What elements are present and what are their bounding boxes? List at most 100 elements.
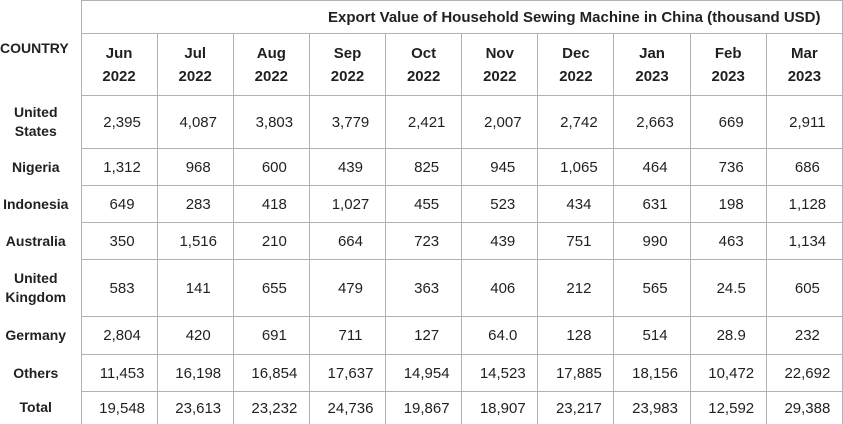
- data-cell: 968: [156, 148, 234, 186]
- data-cell: 691: [232, 316, 310, 355]
- data-cell: 19,548: [80, 391, 158, 424]
- data-cell: 210: [232, 222, 310, 260]
- month-name: Dec: [562, 44, 590, 62]
- data-cell: 406: [461, 259, 539, 317]
- data-cell: 464: [613, 148, 691, 186]
- data-cell: 686: [765, 148, 843, 186]
- data-cell: 3,779: [308, 95, 387, 149]
- data-cell: 11,453: [80, 354, 158, 392]
- month-header-mar-2023: Mar 2023: [765, 33, 843, 96]
- data-cell: 16,198: [156, 354, 234, 392]
- row-label: United Kingdom: [5, 270, 67, 305]
- month-header-jan-2023: Jan 2023: [613, 33, 691, 96]
- data-cell: 283: [156, 185, 234, 223]
- month-name: Mar: [791, 44, 818, 62]
- data-cell: 23,232: [232, 391, 310, 424]
- data-cell: 565: [613, 259, 691, 317]
- data-cell: 723: [385, 222, 463, 260]
- data-cell: 2,742: [537, 95, 615, 149]
- data-cell: 14,523: [461, 354, 539, 392]
- data-cell: 24.5: [689, 259, 767, 317]
- table-row-nigeria: Nigeria 1,312 968 600 439 825 945 1,065 464 736 68…: [0, 148, 843, 186]
- data-cell: 23,217: [537, 391, 615, 424]
- month-year: 2023: [787, 67, 822, 85]
- data-cell: 455: [385, 185, 463, 223]
- data-cell: 1,516: [156, 222, 234, 260]
- row-label: United States: [13, 104, 58, 139]
- month-header-jul-2022: Jul 2022: [156, 33, 234, 96]
- data-cell: 751: [537, 222, 615, 260]
- data-cell: 23,613: [156, 391, 234, 424]
- data-cell: 463: [689, 222, 767, 260]
- data-cell: 16,854: [232, 354, 310, 392]
- month-year: 2022: [178, 67, 212, 85]
- data-cell: 2,911: [765, 95, 843, 149]
- data-cell: 2,663: [613, 95, 691, 149]
- row-label: Indonesia: [3, 195, 69, 212]
- table-row-australia: Australia 350 1,516 210 664 723 439 751 990 463 1,…: [0, 222, 843, 260]
- data-cell: 990: [613, 222, 691, 260]
- month-year: 2022: [483, 67, 517, 85]
- month-year: 2023: [711, 67, 745, 85]
- month-name: Sep: [333, 44, 362, 62]
- data-cell: 2,804: [80, 316, 158, 355]
- month-header-aug-2022: Aug 2022: [232, 33, 310, 96]
- data-cell: 583: [80, 259, 158, 317]
- data-cell: 439: [308, 148, 387, 186]
- table-row-indonesia: Indonesia 649 283 418 1,027 455 523 434 631 198 1,…: [0, 185, 843, 223]
- row-label: Nigeria: [12, 158, 60, 175]
- data-cell: 24,736: [308, 391, 387, 424]
- data-cell: 439: [461, 222, 539, 260]
- data-cell: 514: [613, 316, 691, 355]
- month-name: Jul: [184, 44, 207, 62]
- data-cell: 12,592: [689, 391, 767, 424]
- data-cell: 655: [232, 259, 310, 317]
- month-header-row: Jun 2022 Jul 2022 Aug 2022 Sep 2022 Oct 2022 Nov 20…: [0, 33, 843, 96]
- data-cell: 600: [232, 148, 310, 186]
- table-row-total: Total 19,548 23,613 23,232 24,736 19,867 18,90…: [0, 391, 843, 424]
- data-cell: 479: [308, 259, 387, 317]
- data-cell: 363: [385, 259, 463, 317]
- month-header-jun-2022: Jun 2022: [80, 33, 158, 96]
- month-name: Oct: [411, 44, 437, 62]
- month-header-sep-2022: Sep 2022: [308, 33, 387, 96]
- month-header-dec-2022: Dec 2022: [537, 33, 615, 96]
- data-cell: 1,065: [537, 148, 615, 186]
- data-cell: 418: [232, 185, 310, 223]
- data-cell: 420: [156, 316, 234, 355]
- country-column-header: COUNTRY: [0, 40, 69, 56]
- data-cell: 232: [765, 316, 843, 355]
- data-cell: 649: [80, 185, 158, 223]
- data-cell: 22,692: [765, 354, 843, 392]
- row-label: Germany: [5, 327, 67, 343]
- data-cell: 2,007: [461, 95, 539, 149]
- month-name: Jan: [639, 44, 665, 62]
- data-cell: 4,087: [156, 95, 234, 149]
- data-cell: 1,134: [765, 222, 843, 260]
- data-cell: 212: [537, 259, 615, 317]
- data-cell: 523: [461, 185, 539, 223]
- data-cell: 18,156: [613, 354, 691, 392]
- data-cell: 736: [689, 148, 767, 186]
- data-cell: 1,128: [765, 185, 843, 223]
- data-cell: 1,027: [308, 185, 387, 223]
- data-cell: 141: [156, 259, 234, 317]
- row-label: Total: [19, 399, 52, 416]
- table-header: COUNTRY Export Value of Household Sewing…: [0, 0, 843, 96]
- data-cell: 198: [689, 185, 767, 223]
- table-row-others: Others 11,453 16,198 16,854 17,637 14,954 14,5…: [0, 354, 843, 392]
- row-label: Others: [13, 364, 59, 381]
- data-cell: 17,637: [308, 354, 387, 392]
- month-name: Aug: [256, 44, 286, 62]
- data-cell: 945: [461, 148, 539, 186]
- data-cell: 128: [537, 316, 615, 355]
- data-cell: 1,312: [80, 148, 158, 186]
- data-cell: 64.0: [461, 316, 539, 355]
- data-cell: 19,867: [385, 391, 463, 424]
- data-cell: 18,907: [461, 391, 539, 424]
- data-cell: 605: [765, 259, 843, 317]
- data-cell: 631: [613, 185, 691, 223]
- title-row: COUNTRY Export Value of Household Sewing…: [0, 0, 843, 56]
- month-year: 2023: [635, 67, 669, 85]
